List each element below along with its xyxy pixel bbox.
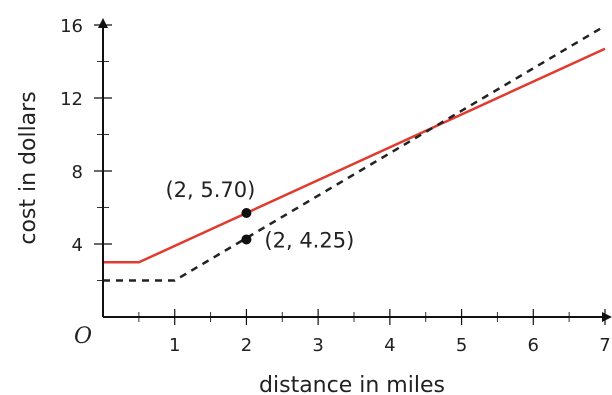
x-axis-title: distance in miles (259, 373, 445, 395)
x-tick-label: 6 (528, 335, 539, 356)
dashed-series-line (103, 24, 606, 282)
annotations: (2, 5.70) (2, 4.25) (165, 178, 354, 252)
x-tick-label: 3 (312, 335, 323, 356)
axes (94, 18, 612, 325)
y-axis-title: cost in dollars (16, 91, 41, 244)
series-layer (103, 24, 606, 282)
data-point (241, 207, 252, 218)
data-point (241, 234, 252, 245)
solid-series-line (103, 47, 606, 264)
x-tick-label: 1 (169, 335, 180, 356)
origin-label: O (74, 324, 92, 349)
data-point-label: (2, 5.70) (165, 178, 255, 202)
data-point-label: (2, 4.25) (264, 228, 354, 252)
x-tick-label: 4 (384, 335, 395, 356)
x-tick-label: 5 (456, 335, 467, 356)
x-tick-label: 2 (241, 335, 252, 356)
y-tick-label: 8 (72, 162, 83, 183)
y-tick-label: 4 (72, 235, 83, 256)
y-tick-label: 16 (60, 16, 83, 37)
y-tick-label: 12 (60, 89, 83, 110)
x-tick-label: 7 (599, 335, 610, 356)
